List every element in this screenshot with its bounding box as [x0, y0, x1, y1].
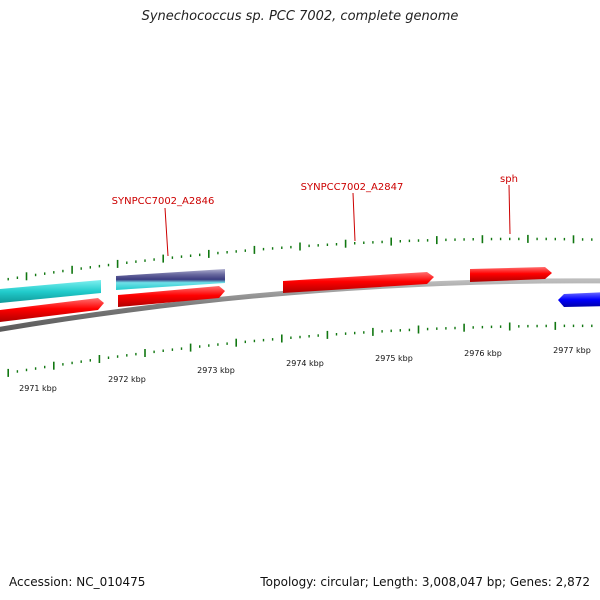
accession-text: Accession: NC_010475	[9, 575, 146, 589]
outer-tick-ring	[7, 234, 593, 281]
gene-label-a2846[interactable]: SYNPCC7002_A2846	[112, 196, 215, 207]
purple-feature-block[interactable]	[116, 269, 225, 290]
forward-gene-arrow[interactable]	[0, 298, 104, 322]
cyan-feature-block[interactable]	[0, 280, 101, 303]
map-title: Synechococcus sp. PCC 7002, complete gen…	[141, 9, 459, 24]
topology-text: Topology: circular; Length: 3,008,047 bp…	[260, 575, 590, 589]
ruler-label: 2972 kbp	[108, 375, 146, 384]
ruler-label: 2977 kbp	[553, 346, 591, 355]
forward-gene-arrow-a2847[interactable]	[283, 272, 434, 293]
ruler-tick-ring	[7, 321, 593, 377]
forward-gene-arrow-a2846[interactable]	[118, 286, 225, 307]
ruler-label: 2976 kbp	[464, 349, 502, 358]
ruler-label: 2975 kbp	[375, 354, 413, 363]
ruler-label: 2974 kbp	[286, 359, 324, 368]
forward-gene-arrow-sph[interactable]	[470, 267, 552, 282]
label-leader-a2847	[352, 192, 356, 242]
reverse-gene-arrow[interactable]	[558, 292, 600, 307]
ruler-label: 2971 kbp	[19, 384, 57, 393]
ruler-label: 2973 kbp	[197, 366, 235, 375]
label-leader-a2846	[164, 207, 169, 257]
label-leader-sph	[508, 184, 511, 235]
gene-label-sph[interactable]: sph	[500, 174, 518, 185]
genome-backbone	[0, 278, 600, 332]
gene-label-a2847[interactable]: SYNPCC7002_A2847	[301, 182, 404, 193]
